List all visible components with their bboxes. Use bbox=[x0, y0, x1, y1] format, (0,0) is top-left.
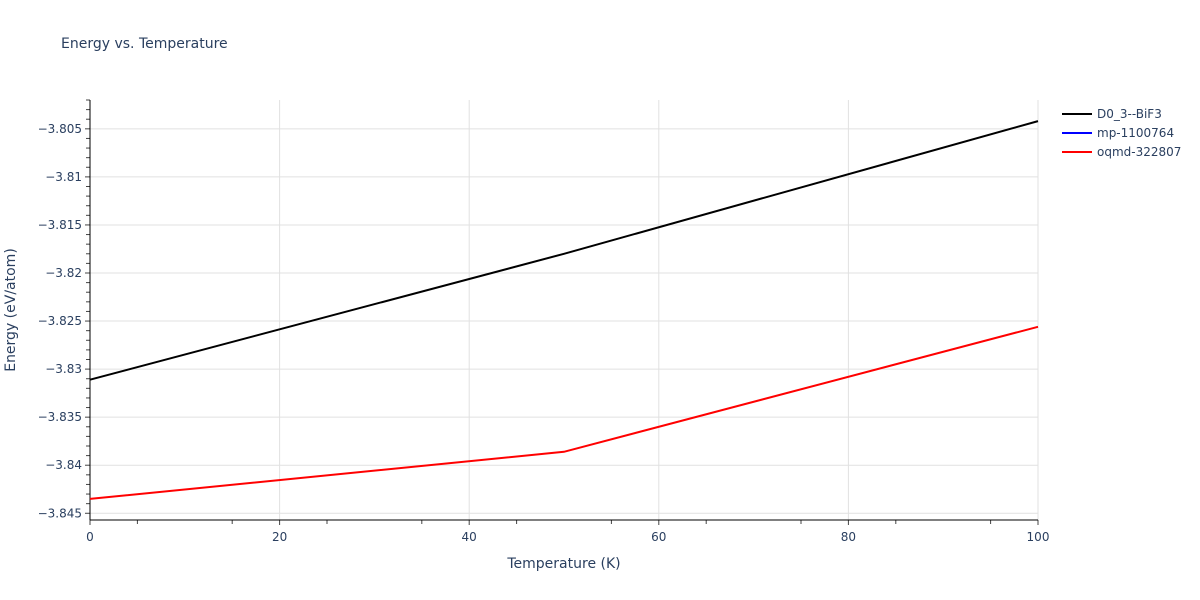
series-line-D0_3--BiF3[interactable] bbox=[89, 120, 1039, 381]
y-tick-label: −3.84 bbox=[45, 458, 82, 472]
legend-label: mp-1100764 bbox=[1097, 126, 1174, 140]
x-tick-label: 0 bbox=[86, 530, 94, 544]
y-tick-label: −3.82 bbox=[45, 266, 82, 280]
legend-item[interactable]: mp-1100764 bbox=[1062, 126, 1174, 140]
y-tick-label: −3.83 bbox=[45, 362, 82, 376]
x-tick-label: 100 bbox=[1027, 530, 1050, 544]
legend-item[interactable]: oqmd-322807 bbox=[1062, 145, 1181, 159]
x-tick-label: 40 bbox=[462, 530, 477, 544]
y-tick-label: −3.835 bbox=[38, 410, 82, 424]
legend-label: oqmd-322807 bbox=[1097, 145, 1181, 159]
y-tick-label: −3.825 bbox=[38, 314, 82, 328]
legend[interactable]: D0_3--BiF3 mp-1100764 oqmd-322807 bbox=[1062, 107, 1181, 159]
legend-item[interactable]: D0_3--BiF3 bbox=[1062, 107, 1162, 121]
plot-series[interactable] bbox=[89, 120, 1039, 500]
x-tick-label: 20 bbox=[272, 530, 287, 544]
y-tick-label: −3.805 bbox=[38, 122, 82, 136]
gridlines bbox=[90, 100, 1039, 520]
chart-title: Energy vs. Temperature bbox=[61, 36, 228, 52]
x-tick-label: 80 bbox=[841, 530, 856, 544]
x-axis-title: Temperature (K) bbox=[506, 556, 620, 572]
legend-label: D0_3--BiF3 bbox=[1097, 107, 1162, 121]
series-line-oqmd-322807[interactable] bbox=[89, 325, 1039, 500]
x-tick-label: 60 bbox=[651, 530, 666, 544]
y-tick-label: −3.845 bbox=[38, 506, 82, 520]
y-axis-title: Energy (eV/atom) bbox=[3, 248, 19, 372]
axes: 0 20 40 60 80 100 −3.845 −3.84 −3.835 −3.83 −3.825… bbox=[38, 99, 1050, 544]
y-tick-label: −3.815 bbox=[38, 218, 82, 232]
y-tick-label: −3.81 bbox=[45, 170, 82, 184]
